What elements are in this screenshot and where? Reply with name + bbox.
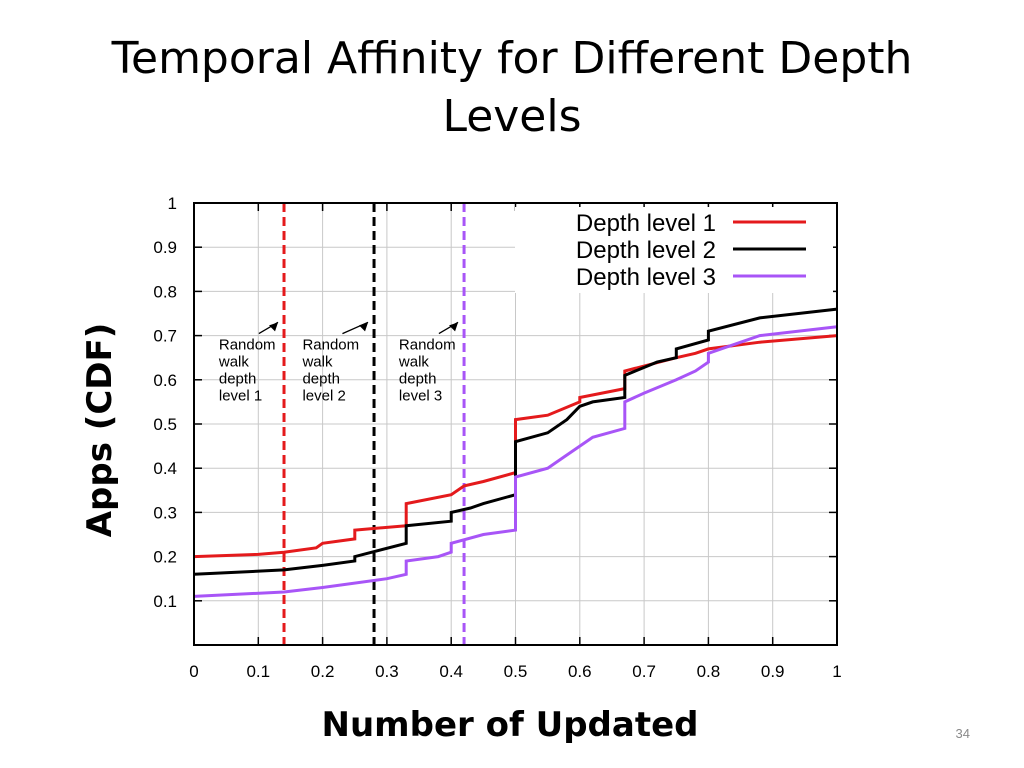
annotation-arrowhead — [449, 322, 459, 332]
x-tick-label: 0.5 — [504, 662, 528, 681]
annotation-arrowhead — [359, 322, 369, 332]
slide-title: Temporal Affinity for Different Depth Le… — [40, 30, 984, 146]
x-tick-label: 0.2 — [311, 662, 335, 681]
annotation-line: Random — [302, 337, 359, 354]
x-tick-label: 0.6 — [568, 662, 592, 681]
series-line — [193, 325, 838, 598]
y-tick-label: 0.5 — [153, 415, 177, 434]
x-axis-label: Number of Updated — [321, 705, 699, 745]
annotation-line: depth — [219, 371, 257, 388]
x-tick-label: 0.4 — [439, 662, 463, 681]
slide-title-line1: Temporal Affinity for Different Depth — [111, 33, 913, 84]
y-tick-label: 0.9 — [153, 238, 177, 257]
y-tick-label: 0.6 — [153, 371, 177, 390]
x-tick-label: 0.1 — [246, 662, 270, 681]
x-tick-label: 0.9 — [761, 662, 785, 681]
slide-title-line2: Levels — [442, 91, 582, 142]
y-tick-label: 0.7 — [153, 327, 177, 346]
annotation-line: depth — [302, 371, 340, 388]
legend-label: Depth level 2 — [576, 237, 716, 264]
reference-annotation: Random walk depth level 3 — [398, 337, 456, 405]
annotation-line: level 1 — [219, 388, 262, 405]
y-tick-label: 1 — [168, 194, 177, 213]
annotation-line: Random — [399, 337, 456, 354]
legend-label: Depth level 3 — [576, 264, 716, 291]
annotation-line: walk — [398, 354, 430, 371]
annotation-line: depth — [399, 371, 437, 388]
annotation-line: walk — [301, 354, 333, 371]
y-tick-label: 0.3 — [153, 503, 177, 522]
reference-annotation: Random walk depth level 1 — [218, 337, 276, 405]
plot-frame — [193, 202, 838, 646]
x-tick-label: 0.8 — [697, 662, 721, 681]
annotation-line: Random — [219, 337, 276, 354]
series-line — [193, 307, 838, 576]
annotation-arrowhead — [269, 322, 279, 332]
annotation-line: walk — [218, 354, 250, 371]
y-tick-label: 0.8 — [153, 282, 177, 301]
y-axis-label: Apps (CDF) — [80, 322, 120, 538]
legend-label: Depth level 1 — [576, 210, 716, 237]
x-tick-label: 1 — [832, 662, 841, 681]
annotation-line: level 3 — [399, 388, 442, 405]
page-number: 34 — [955, 726, 970, 741]
y-tick-label: 0.1 — [153, 592, 177, 611]
y-tick-label: 0.4 — [153, 459, 177, 478]
series-line — [193, 334, 838, 559]
x-tick-label: 0.7 — [632, 662, 656, 681]
annotation-line: level 2 — [302, 388, 345, 405]
x-tick-label: 0.3 — [375, 662, 399, 681]
x-tick-label: 0 — [189, 662, 198, 681]
reference-annotation: Random walk depth level 2 — [301, 337, 359, 405]
y-tick-label: 0.2 — [153, 548, 177, 567]
